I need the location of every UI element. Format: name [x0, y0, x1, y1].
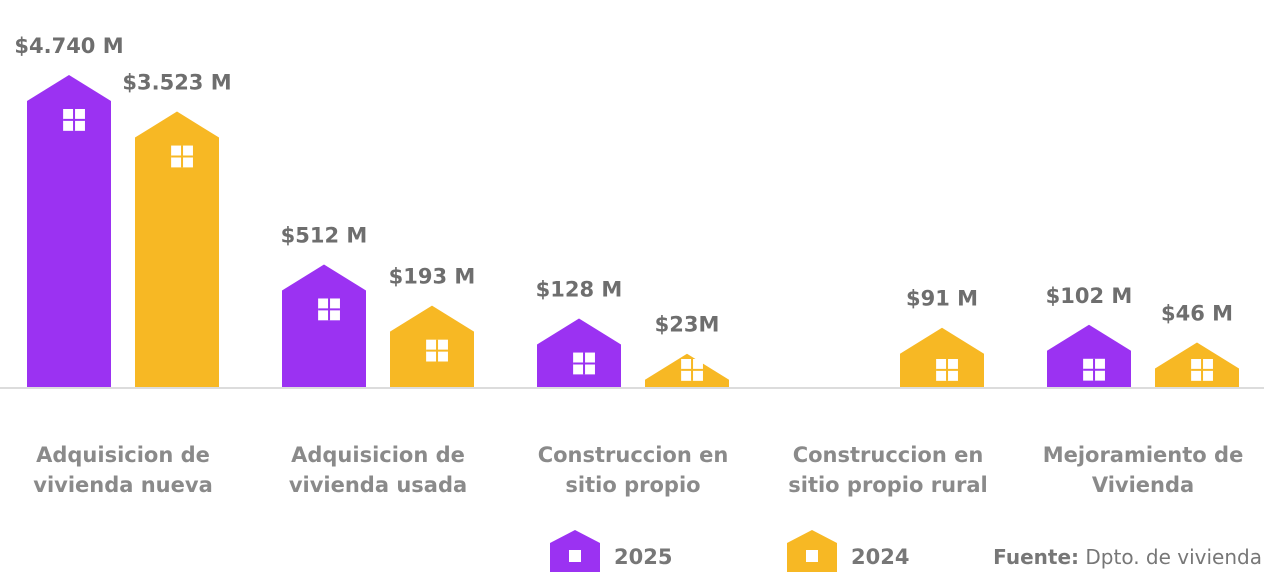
value-label: $91 M — [906, 287, 978, 311]
legend-label: 2025 — [614, 545, 672, 569]
bar — [645, 353, 729, 387]
bar-shape — [135, 111, 219, 388]
bar — [537, 318, 621, 387]
source-label: Fuente: — [993, 545, 1079, 569]
bar — [900, 327, 984, 387]
bar — [135, 111, 219, 388]
category-label: Construccion en sitio propio rural — [788, 443, 988, 497]
value-label: $193 M — [389, 265, 476, 289]
category-label: Adquisicion de vivienda usada — [288, 443, 468, 497]
window — [569, 550, 581, 562]
bar — [27, 75, 111, 387]
bar-shape — [900, 327, 984, 387]
value-label: $46 M — [1161, 301, 1233, 325]
category-label: Construccion en sitio propio — [537, 443, 729, 497]
bar — [1155, 342, 1239, 387]
value-label: $102 M — [1046, 284, 1133, 308]
legend-icon — [550, 530, 600, 572]
value-label: $512 M — [281, 223, 368, 247]
bar — [282, 264, 366, 387]
value-label: $3.523 M — [122, 71, 231, 95]
bar-shape — [27, 75, 111, 387]
category-label: Mejoramiento de Vivienda — [1042, 443, 1244, 497]
legend-label: 2024 — [851, 545, 909, 569]
source: Fuente: Dpto. de vivienda — [993, 545, 1262, 569]
value-label: $128 M — [536, 278, 623, 302]
category-label: Adquisicion de vivienda nueva — [33, 443, 213, 497]
bar — [390, 305, 474, 387]
bar — [1047, 324, 1131, 387]
window — [806, 550, 818, 562]
source-text: Dpto. de vivienda — [1085, 545, 1262, 569]
bar-shape — [1047, 324, 1131, 387]
value-label: $4.740 M — [14, 34, 123, 58]
value-label: $23M — [655, 313, 720, 337]
bar-shape — [282, 264, 366, 387]
legend-icon — [787, 530, 837, 572]
